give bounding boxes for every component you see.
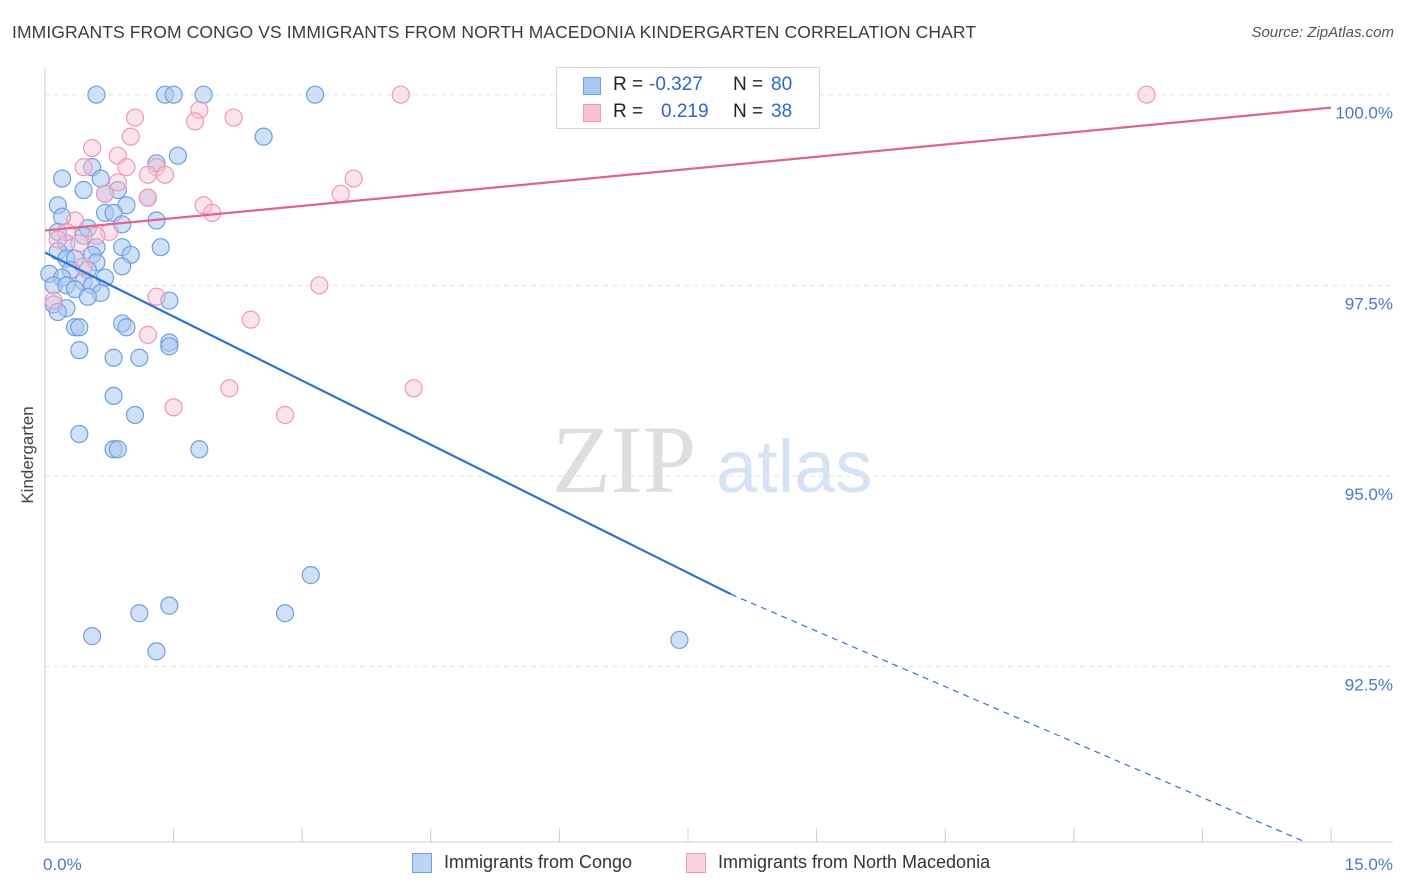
congo-point (70, 424, 89, 444)
grid-lines (45, 94, 1393, 668)
macedonia-point (164, 398, 183, 417)
congo-point (305, 85, 325, 104)
macedonia-point (48, 230, 67, 249)
x-tick-label: 15.0% (1345, 855, 1393, 874)
congo-point (70, 341, 89, 360)
macedonia-point (224, 108, 243, 127)
axes (44, 68, 1393, 843)
macedonia-point (83, 138, 102, 158)
congo-point (104, 348, 123, 367)
congo-point (74, 180, 93, 200)
congo-point (53, 169, 72, 188)
macedonia-point (95, 184, 115, 203)
macedonia-point (1137, 85, 1156, 104)
macedonia-point (138, 188, 157, 207)
congo-point (190, 440, 209, 459)
macedonia-point (138, 165, 157, 184)
macedonia-point (185, 112, 205, 131)
macedonia-point (155, 165, 175, 184)
x-tick-label: 0.0% (43, 855, 82, 874)
macedonia-r-value: 0.219 (661, 101, 709, 122)
congo-point (108, 440, 127, 459)
series-macedonia-points (44, 85, 1156, 425)
macedonia-point (44, 291, 63, 310)
congo-point (168, 146, 187, 165)
congo-n-value: 80 (771, 74, 793, 95)
congo-point (254, 127, 273, 146)
congo-point (130, 348, 149, 367)
macedonia-swatch (583, 104, 601, 122)
watermark-zip: ZIP (552, 406, 696, 513)
stats-row-macedonia: R = 0.219 N = 38 (557, 101, 819, 127)
macedonia-point (121, 127, 140, 146)
legend: Immigrants from Congo Immigrants from No… (0, 850, 1406, 878)
tick-labels: 92.5% 95.0% 97.5% 100.0% 0.0% 15.0% (43, 104, 1393, 874)
y-axis-label: Kindergarten (18, 406, 37, 504)
macedonia-point (391, 85, 410, 104)
chart-title: IMMIGRANTS FROM CONGO VS IMMIGRANTS FROM… (12, 22, 977, 42)
y-tick-label: 92.5% (1345, 676, 1393, 695)
congo-n-label: N = (733, 74, 764, 95)
macedonia-point (117, 158, 136, 177)
macedonia-r-label: R = (613, 101, 644, 122)
legend-congo-swatch (412, 853, 432, 873)
congo-point (130, 604, 149, 623)
congo-point (83, 627, 102, 646)
macedonia-point (310, 276, 329, 295)
congo-r-label: R = (613, 74, 644, 95)
stats-row-congo: R = -0.327 N = 80 (557, 74, 819, 100)
congo-trend-extension (730, 593, 1306, 843)
congo-point (91, 169, 110, 188)
congo-point (275, 604, 295, 623)
congo-point (160, 596, 179, 615)
congo-point (164, 85, 183, 104)
macedonia-point (87, 226, 106, 245)
macedonia-point (108, 173, 127, 192)
series-congo-points (40, 85, 689, 661)
macedonia-point (138, 325, 157, 344)
congo-point (113, 257, 132, 276)
congo-point (147, 642, 166, 661)
congo-point (117, 318, 136, 337)
macedonia-n-label: N = (733, 101, 764, 122)
congo-point (160, 337, 179, 356)
macedonia-point (344, 169, 363, 188)
macedonia-point (241, 310, 260, 329)
legend-macedonia-label: Immigrants from North Macedonia (718, 852, 991, 872)
legend-congo-label: Immigrants from Congo (444, 852, 633, 872)
congo-trend-line (44, 251, 732, 596)
congo-point (301, 566, 320, 585)
macedonia-point (74, 158, 93, 177)
y-tick-label: 95.0% (1345, 485, 1393, 504)
macedonia-point (125, 108, 145, 127)
congo-point (670, 630, 689, 650)
macedonia-point (147, 287, 166, 306)
congo-point (194, 85, 213, 104)
source-credit: Source: ZipAtlas.com (1251, 24, 1394, 41)
watermark-atlas: atlas (716, 425, 872, 508)
y-tick-label: 97.5% (1345, 294, 1393, 313)
congo-point (125, 405, 145, 425)
macedonia-point (220, 379, 239, 398)
macedonia-trend-line (44, 106, 1332, 232)
congo-point (104, 386, 123, 406)
trend-lines (44, 106, 1332, 843)
macedonia-point (70, 234, 89, 253)
legend-macedonia-swatch (686, 853, 706, 873)
congo-r-value: -0.327 (649, 74, 703, 95)
congo-point (151, 238, 170, 257)
congo-swatch (583, 77, 601, 95)
congo-point (87, 85, 106, 104)
macedonia-point (190, 100, 209, 120)
macedonia-n-value: 38 (771, 101, 793, 122)
congo-point (70, 318, 89, 337)
stats-box: R = -0.327 N = 80 R = 0.219 N = 38 (556, 67, 820, 129)
congo-point (78, 287, 97, 306)
macedonia-point (275, 405, 295, 425)
y-tick-label: 100.0% (1335, 104, 1393, 123)
macedonia-point (404, 379, 423, 398)
congo-point (48, 302, 67, 322)
macedonia-point (331, 184, 350, 203)
